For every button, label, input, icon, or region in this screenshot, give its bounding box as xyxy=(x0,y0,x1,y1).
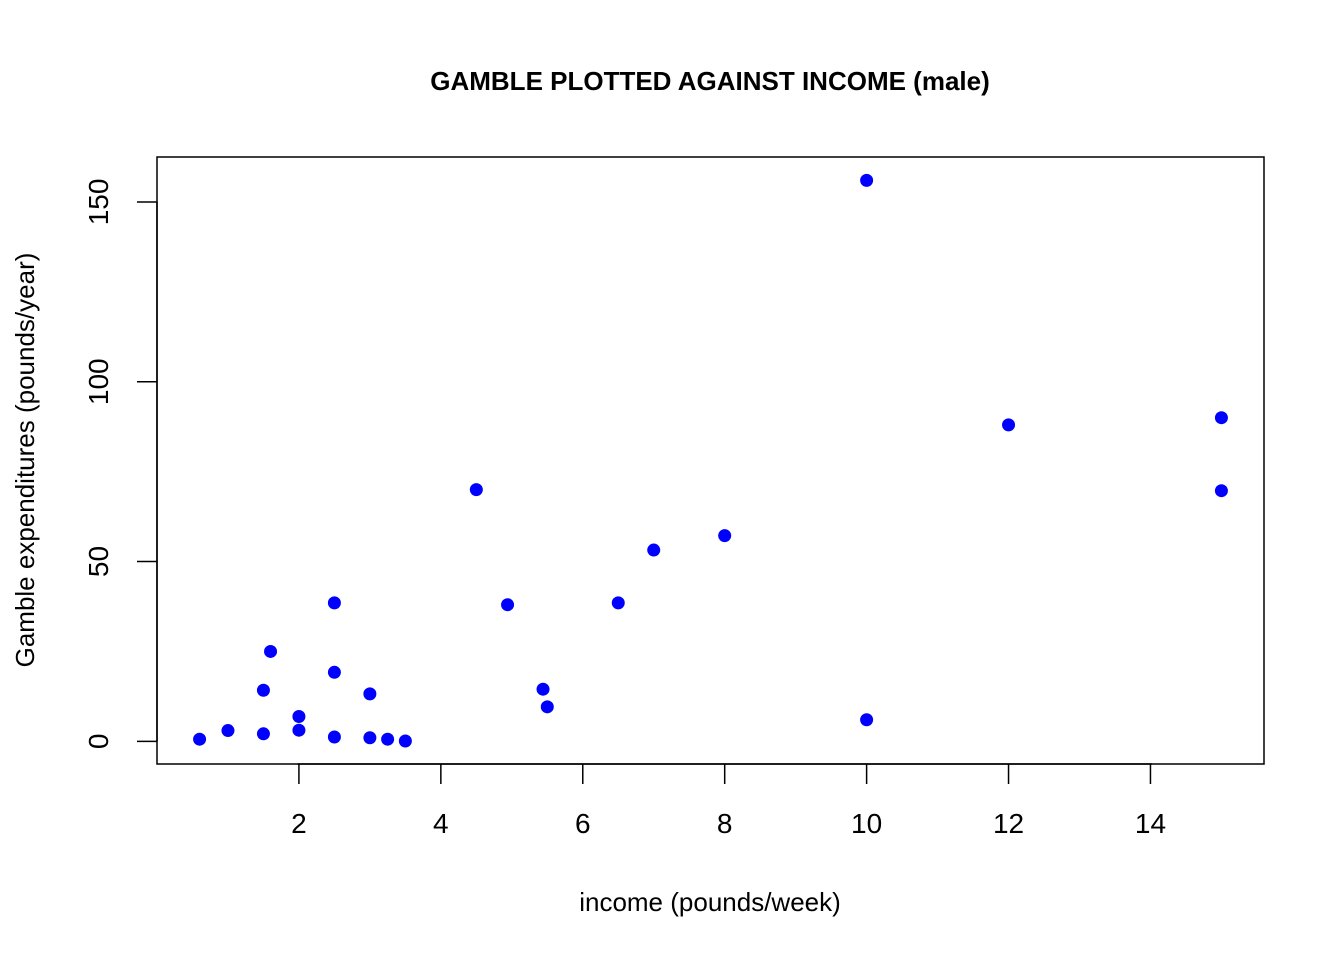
data-point xyxy=(327,730,341,744)
data-point xyxy=(647,543,661,557)
data-point xyxy=(1214,411,1228,425)
y-tick-label: 100 xyxy=(83,358,114,405)
data-point xyxy=(327,596,341,610)
data-point xyxy=(398,734,412,748)
y-ticks: 0 50 100 150 xyxy=(83,179,157,750)
data-point xyxy=(363,687,377,701)
data-point xyxy=(256,727,270,741)
data-point xyxy=(1002,418,1016,432)
data-point xyxy=(469,483,483,497)
data-point xyxy=(501,598,515,612)
data-point xyxy=(381,732,395,746)
data-point xyxy=(221,724,235,738)
x-tick-label: 10 xyxy=(851,808,882,839)
data-point xyxy=(540,700,554,714)
data-points xyxy=(193,173,1228,748)
data-point xyxy=(718,529,732,543)
x-tick-label: 12 xyxy=(993,808,1024,839)
x-tick-label: 14 xyxy=(1135,808,1166,839)
x-tick-label: 4 xyxy=(433,808,449,839)
data-point xyxy=(264,644,278,658)
data-point xyxy=(611,596,625,610)
data-point xyxy=(536,682,550,696)
y-tick-label: 50 xyxy=(83,546,114,577)
x-tick-label: 2 xyxy=(291,808,307,839)
data-point xyxy=(256,683,270,697)
x-ticks: 2 4 6 8 10 12 14 xyxy=(291,764,1166,839)
x-axis-label: income (pounds/week) xyxy=(579,887,841,917)
chart-title: GAMBLE PLOTTED AGAINST INCOME (male) xyxy=(430,66,990,96)
data-point xyxy=(860,713,874,727)
y-tick-label: 150 xyxy=(83,179,114,226)
data-point xyxy=(860,173,874,187)
plot-frame xyxy=(156,156,1265,765)
data-point xyxy=(193,732,207,746)
data-point xyxy=(292,710,306,724)
data-point xyxy=(1214,484,1228,498)
x-tick-label: 6 xyxy=(575,808,591,839)
y-axis-label: Gamble expenditures (pounds/year) xyxy=(10,253,40,668)
data-point xyxy=(363,731,377,745)
y-tick-label: 0 xyxy=(83,734,114,750)
data-point xyxy=(292,723,306,737)
x-tick-label: 8 xyxy=(717,808,733,839)
data-point xyxy=(327,665,341,679)
